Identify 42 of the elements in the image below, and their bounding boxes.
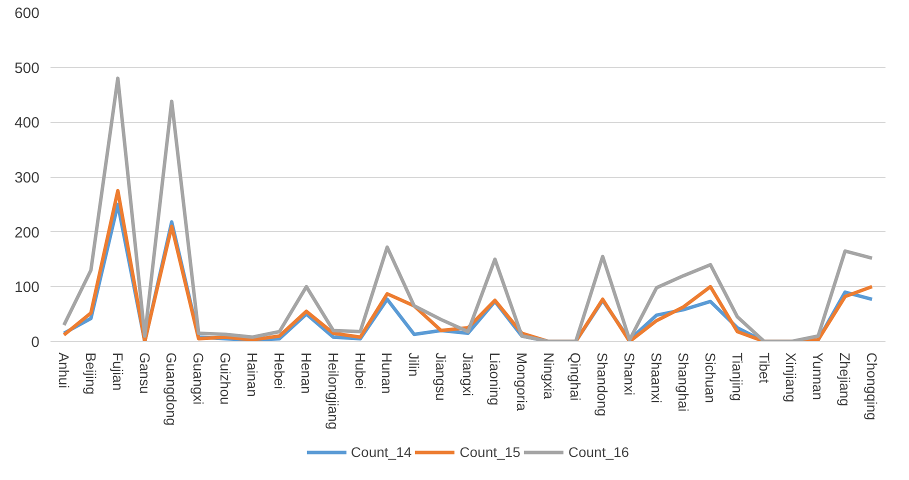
y-tick-label: 300 bbox=[14, 170, 40, 186]
x-tick-label: Liaoning bbox=[486, 352, 503, 406]
x-tick-label: Yunnan bbox=[810, 352, 826, 400]
x-tick-label: Hubei bbox=[352, 352, 368, 390]
x-tick-label: Beijing bbox=[82, 352, 99, 395]
x-tick-label: Tibet bbox=[756, 352, 772, 384]
x-tick-label: Guizhou bbox=[218, 352, 234, 405]
y-tick-label: 200 bbox=[14, 224, 40, 242]
x-tick-label: Guangdong bbox=[164, 352, 180, 426]
y-tick-label: 100 bbox=[14, 279, 40, 296]
x-tick-label: Fujian bbox=[110, 352, 126, 391]
legend-label: Count_14 bbox=[350, 444, 412, 460]
y-tick-label: 400 bbox=[14, 114, 40, 132]
legend-label: Count_16 bbox=[568, 444, 630, 460]
legend-label: Count_15 bbox=[460, 444, 520, 460]
x-tick-label: Sichuan bbox=[702, 352, 718, 404]
x-tick-label: Guangxi bbox=[190, 352, 207, 405]
x-tick-label: Henan bbox=[298, 352, 314, 394]
x-tick-label: Tianjing bbox=[729, 352, 746, 402]
x-tick-label: Chongqing bbox=[864, 352, 880, 420]
x-tick-label: Shandong bbox=[594, 352, 611, 416]
x-tick-label: Jiangsu bbox=[433, 352, 450, 401]
x-tick-label: Ningxia bbox=[540, 352, 557, 400]
x-tick-label: Hainan bbox=[244, 352, 261, 397]
y-tick-label: 0 bbox=[31, 334, 40, 351]
x-tick-label: Shaanxi bbox=[648, 352, 665, 404]
x-tick-label: Heilongjiang bbox=[325, 352, 342, 430]
x-tick-label: Hunan bbox=[379, 352, 396, 394]
x-tick-label: Jilin bbox=[406, 352, 422, 377]
x-tick-label: Hebei bbox=[271, 352, 288, 390]
x-tick-label: Mongoria bbox=[514, 352, 530, 412]
y-tick-label: 500 bbox=[14, 60, 40, 77]
x-tick-label: Anhui bbox=[56, 352, 72, 388]
line-series bbox=[62, 76, 874, 342]
x-tick-label: Jiangxi bbox=[460, 352, 476, 396]
y-tick-label: 600 bbox=[14, 5, 40, 22]
x-tick-label: Qinghai bbox=[568, 352, 584, 401]
x-tick-label: Xinjiang bbox=[783, 352, 800, 402]
x-tick-label: Zhejiang bbox=[837, 352, 854, 406]
x-tick-label: Gansu bbox=[136, 352, 153, 394]
x-tick-label: Shanxi bbox=[622, 352, 638, 396]
x-tick-label: Shanghai bbox=[675, 352, 692, 412]
